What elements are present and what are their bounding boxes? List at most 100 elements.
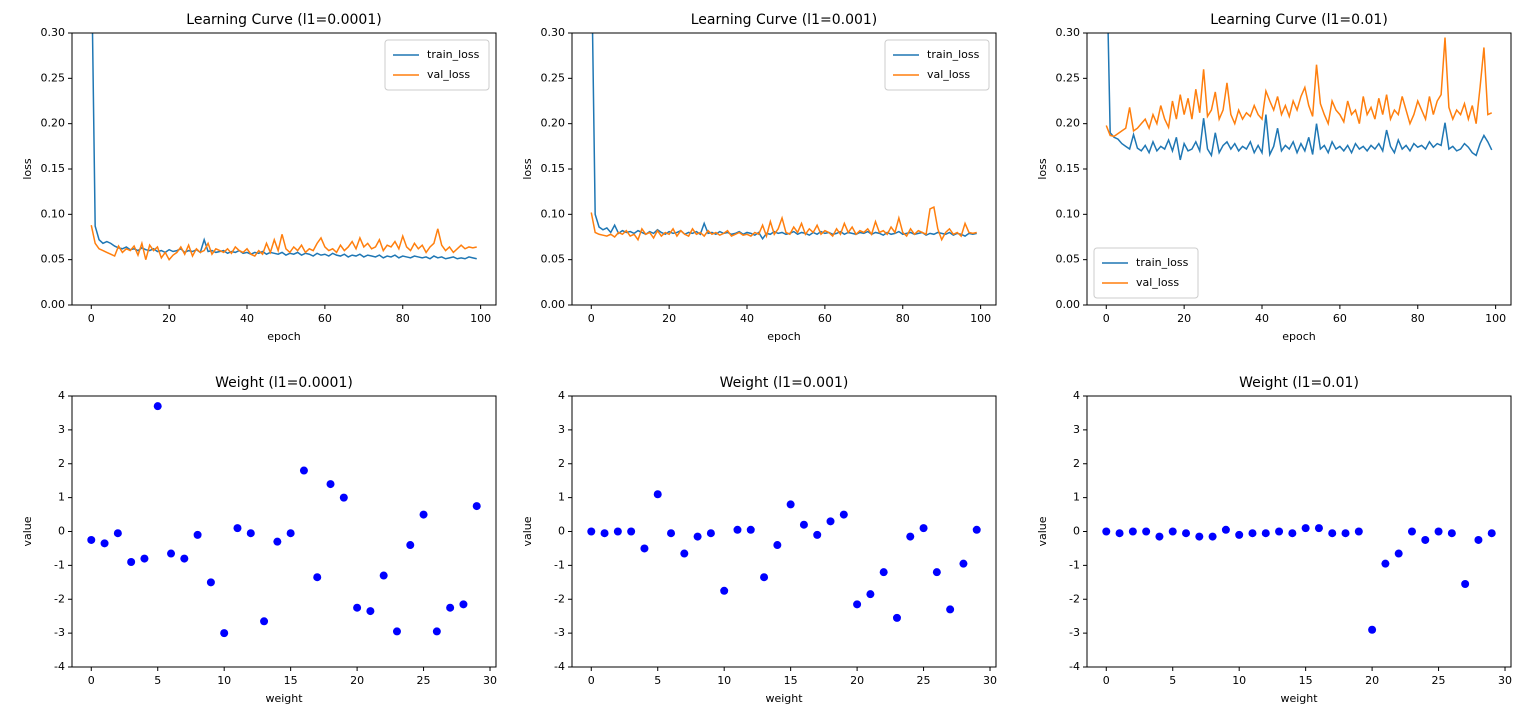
- y-axis-label: loss: [1036, 158, 1049, 180]
- weight-point: [733, 525, 742, 534]
- y-tick-label: 0.30: [1056, 26, 1081, 39]
- weight-point: [1447, 529, 1456, 538]
- weight-point: [746, 525, 755, 534]
- x-tick-label: 0: [588, 674, 595, 687]
- weight-point: [100, 539, 109, 548]
- y-tick-label: 0: [1073, 525, 1080, 538]
- x-tick-label: 0: [588, 312, 595, 325]
- weight-point: [140, 554, 149, 563]
- weight-point: [600, 529, 609, 538]
- x-tick-label: 20: [850, 674, 864, 687]
- y-tick-label: 0.20: [541, 117, 566, 130]
- weight-point: [1354, 527, 1363, 536]
- weight-point: [587, 527, 596, 536]
- y-tick-label: 0.15: [41, 162, 66, 175]
- x-tick-label: 60: [1333, 312, 1347, 325]
- weight-point: [446, 603, 455, 612]
- chart-title: Weight (l1=0.0001): [215, 375, 353, 391]
- weight-point: [472, 502, 481, 511]
- weight-point: [1341, 529, 1350, 538]
- weight-point: [760, 573, 769, 582]
- y-tick-label: -3: [1069, 626, 1080, 639]
- x-tick-label: 40: [240, 312, 254, 325]
- x-tick-label: 20: [350, 674, 364, 687]
- y-tick-label: 0.00: [41, 298, 66, 311]
- weight-point: [406, 541, 415, 550]
- weight-point: [773, 541, 782, 550]
- weight-point: [786, 500, 795, 509]
- weight-point: [906, 532, 915, 541]
- x-tick-label: 30: [983, 674, 997, 687]
- loss-line: [1107, 33, 1493, 161]
- y-tick-label: 0.25: [1056, 71, 1081, 84]
- weight-point: [379, 571, 388, 580]
- weight-point: [313, 573, 322, 582]
- y-tick-label: 0.15: [1056, 162, 1081, 175]
- weight-point: [419, 510, 428, 519]
- legend-label: val_loss: [427, 68, 470, 81]
- legend-label: val_loss: [927, 68, 970, 81]
- y-tick-label: 1: [558, 491, 565, 504]
- weight-point: [1368, 625, 1377, 634]
- loss-line: [91, 33, 477, 260]
- y-tick-label: -4: [54, 660, 65, 673]
- y-axis-label: value: [21, 516, 34, 546]
- x-axis-label: epoch: [767, 330, 801, 343]
- x-tick-label: 15: [784, 674, 798, 687]
- y-tick-label: 0.10: [41, 207, 66, 220]
- y-tick-label: 0.10: [541, 207, 566, 220]
- x-tick-label: 30: [483, 674, 497, 687]
- weight-point: [1102, 527, 1111, 536]
- x-tick-label: 5: [1169, 674, 1176, 687]
- y-tick-label: -4: [1069, 660, 1080, 673]
- weight-point: [1474, 535, 1483, 544]
- x-tick-label: 100: [1485, 312, 1506, 325]
- weight-point: [299, 466, 308, 475]
- y-tick-label: 2: [558, 457, 565, 470]
- x-tick-label: 10: [717, 674, 731, 687]
- weight-point: [233, 524, 242, 533]
- y-tick-label: 0.20: [1056, 117, 1081, 130]
- x-tick-label: 0: [1103, 674, 1110, 687]
- weight-point: [339, 493, 348, 502]
- axes-frame: [571, 32, 997, 306]
- y-tick-label: 1: [58, 491, 65, 504]
- weight-point: [167, 549, 176, 558]
- y-tick-label: 2: [58, 457, 65, 470]
- x-tick-label: 40: [740, 312, 754, 325]
- x-tick-label: 80: [396, 312, 410, 325]
- weight-point: [667, 529, 676, 538]
- weight-point: [220, 629, 229, 638]
- weight-point: [1461, 580, 1470, 589]
- weight-point: [326, 480, 335, 489]
- weight-point: [206, 578, 215, 587]
- y-tick-label: 0.25: [541, 71, 566, 84]
- weight-point: [1128, 527, 1137, 536]
- axes-frame: [1086, 32, 1512, 306]
- weight-point: [932, 568, 941, 577]
- weight-point: [879, 568, 888, 577]
- weight-point: [613, 527, 622, 536]
- weight-point: [1421, 535, 1430, 544]
- chart-title: Weight (l1=0.001): [720, 375, 849, 391]
- weight-point: [720, 586, 729, 595]
- y-tick-label: -2: [554, 592, 565, 605]
- weight-point: [1261, 529, 1270, 538]
- x-axis-label: weight: [1280, 692, 1318, 705]
- weight-point: [680, 549, 689, 558]
- weight-point: [866, 590, 875, 599]
- weight-point: [1155, 532, 1164, 541]
- y-axis-label: value: [521, 516, 534, 546]
- y-tick-label: -1: [54, 558, 65, 571]
- axes-frame: [71, 32, 497, 306]
- y-tick-label: -4: [554, 660, 565, 673]
- x-tick-label: 0: [88, 312, 95, 325]
- y-tick-label: 0.10: [1056, 207, 1081, 220]
- loss-line: [591, 33, 977, 241]
- weight-point: [127, 557, 136, 566]
- y-tick-label: -2: [54, 592, 65, 605]
- x-tick-label: 0: [88, 674, 95, 687]
- weight-point: [1394, 549, 1403, 558]
- weight-point: [246, 529, 255, 538]
